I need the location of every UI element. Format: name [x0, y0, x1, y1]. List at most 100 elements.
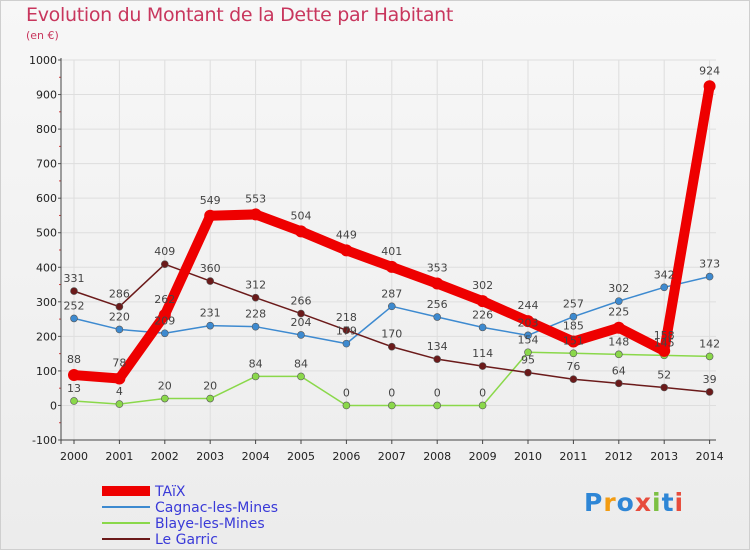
data-point	[161, 329, 169, 338]
data-point	[433, 355, 442, 363]
data-point	[115, 400, 124, 408]
data-label: 88	[67, 353, 81, 366]
data-point	[569, 349, 578, 358]
x-tick-label: 2010	[514, 450, 542, 463]
data-point	[387, 302, 396, 311]
data-label: 252	[64, 299, 85, 312]
y-tick-label: 1000	[29, 54, 57, 67]
data-label: 331	[64, 272, 85, 285]
legend-label: Cagnac-les-Mines	[155, 500, 278, 516]
data-point	[249, 208, 262, 221]
y-tick-label: 700	[36, 158, 57, 171]
data-point	[113, 372, 126, 385]
data-label: 360	[200, 262, 221, 275]
data-point	[115, 325, 124, 334]
data-label: 0	[434, 386, 441, 399]
data-point	[703, 80, 716, 93]
data-label: 151	[563, 334, 584, 347]
y-tick-label: 200	[36, 330, 57, 343]
data-point	[251, 322, 260, 331]
legend-label: Le Garric	[155, 532, 218, 548]
x-tick-label: 2007	[378, 450, 406, 463]
x-tick-label: 2008	[423, 450, 451, 463]
data-point	[524, 331, 532, 340]
y-tick-label: 400	[36, 261, 57, 274]
data-point	[387, 401, 396, 410]
data-label: 302	[608, 282, 629, 295]
data-label: 257	[563, 298, 584, 311]
logo-letter: P	[584, 488, 604, 517]
data-point	[660, 283, 669, 292]
data-label: 231	[200, 307, 221, 320]
data-point	[567, 335, 580, 348]
series-layer	[68, 80, 716, 410]
data-label: 312	[245, 279, 266, 292]
data-label: 342	[654, 268, 675, 281]
data-point	[387, 342, 396, 351]
legend-label: TAïX	[154, 484, 186, 500]
x-tick-label: 2006	[332, 450, 360, 463]
data-label: 154	[518, 333, 539, 346]
data-point	[658, 344, 671, 357]
axes: -100010020030040050060070080090010002000…	[29, 54, 724, 463]
data-label: 353	[427, 262, 448, 275]
data-label: 76	[566, 360, 580, 373]
data-point	[297, 309, 305, 318]
logo-letter: r	[603, 488, 617, 517]
data-label: 226	[472, 308, 493, 321]
data-label: 114	[472, 347, 493, 360]
data-point	[385, 260, 398, 273]
data-point	[522, 315, 534, 328]
x-tick-label: 2002	[151, 450, 179, 463]
y-tick-label: 800	[36, 123, 57, 136]
x-tick-label: 2013	[650, 450, 678, 463]
data-label: 148	[608, 335, 629, 348]
data-label: 39	[703, 373, 717, 386]
data-label: 225	[608, 306, 629, 319]
x-tick-label: 2004	[242, 450, 270, 463]
data-point	[251, 372, 260, 381]
data-point	[206, 277, 214, 285]
data-label: 256	[427, 298, 448, 311]
y-tick-label: 900	[36, 89, 57, 102]
data-point	[431, 277, 444, 290]
data-point	[433, 401, 442, 410]
data-point	[70, 314, 78, 323]
data-label: 52	[657, 368, 671, 381]
data-point	[206, 321, 214, 330]
data-point	[433, 313, 442, 321]
data-label: 401	[381, 245, 402, 258]
data-label: 158	[654, 329, 675, 342]
logo-letter: i	[652, 488, 662, 517]
logo-letter: t	[661, 488, 675, 517]
data-point	[614, 297, 623, 305]
chart-title: Evolution du Montant de la Dette par Hab…	[26, 4, 454, 26]
data-label: 449	[336, 228, 357, 241]
data-point	[342, 326, 351, 334]
data-point	[70, 287, 78, 295]
data-label: 64	[612, 364, 626, 377]
data-label: 209	[154, 314, 175, 327]
data-point	[476, 295, 489, 308]
logo-letter: i	[674, 488, 685, 517]
data-label: 84	[249, 357, 263, 370]
data-label: 95	[521, 354, 535, 367]
data-point	[161, 394, 169, 403]
y-tick-label: 0	[50, 399, 57, 412]
data-label: 373	[699, 258, 720, 271]
x-tick-label: 2014	[696, 450, 724, 463]
data-label: 203	[518, 316, 539, 329]
data-label: 134	[427, 340, 448, 353]
data-label: 220	[109, 310, 130, 323]
data-point	[161, 260, 169, 268]
legend-label: Blaye-les-Mines	[155, 516, 265, 532]
data-point	[569, 375, 578, 384]
data-point	[478, 401, 487, 410]
data-point	[297, 372, 305, 381]
data-point	[158, 308, 171, 321]
data-label: 553	[245, 192, 266, 205]
data-label: 262	[154, 293, 175, 306]
data-label: 302	[472, 279, 493, 292]
